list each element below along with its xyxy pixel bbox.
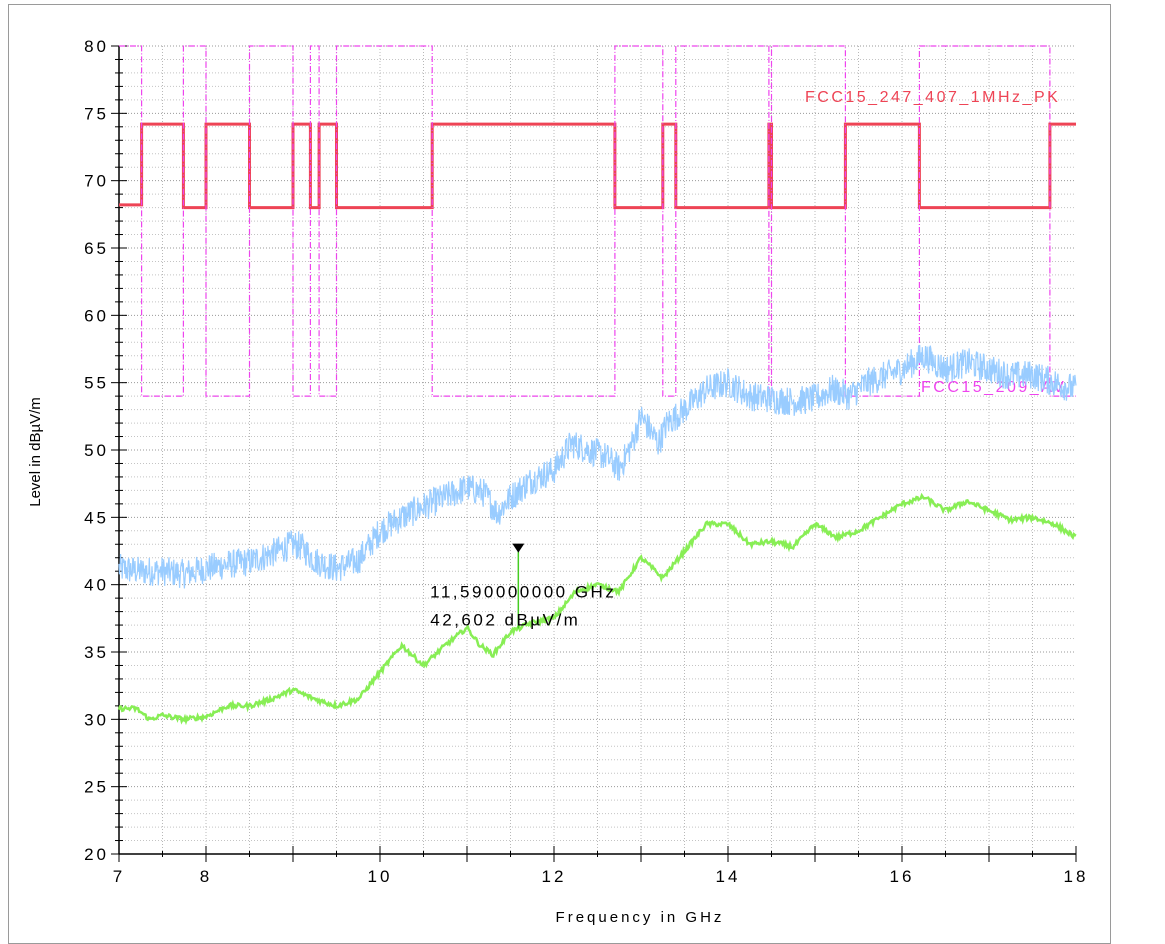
limit-label-av: FCC15_209_AV [921, 379, 1066, 396]
measurement-traces [117, 344, 1077, 726]
x-tick-label: 16 [890, 867, 915, 886]
y-tick-label: 40 [84, 576, 109, 595]
chart-frame [8, 4, 1111, 944]
y-tick-label: 60 [84, 306, 109, 325]
y-tick-label: 50 [84, 441, 109, 460]
y-tick-label: 55 [84, 374, 109, 393]
average-trace [117, 492, 1077, 726]
x-tick-label: 10 [368, 867, 393, 886]
x-tick-label: 8 [200, 867, 212, 886]
marker-level-label: 42,602 dBµV/m [430, 611, 580, 630]
x-tick-label: 18 [1064, 867, 1089, 886]
peak-trace [118, 344, 1077, 589]
limit-lines: FCC15_247_407_1MHz_PK FCC15_209_AV [119, 45, 1076, 397]
y-tick-label: 30 [84, 710, 109, 729]
grid-lines [119, 45, 1076, 854]
x-axis-label: Frequency in GHz [556, 909, 725, 926]
limit-line [119, 45, 1076, 397]
y-tick-label: 70 [84, 172, 109, 191]
x-tick-label: 7 [113, 867, 125, 886]
x-tick-label: 14 [716, 867, 741, 886]
x-tick-label: 12 [542, 867, 567, 886]
y-tick-label: 65 [84, 239, 109, 258]
y-tick-label: 25 [84, 778, 109, 797]
marker-frequency-label: 11,590000000 GHz [430, 583, 616, 602]
limit-label-pk: FCC15_247_407_1MHz_PK [805, 89, 1060, 106]
y-tick-label: 35 [84, 643, 109, 662]
y-tick-label: 45 [84, 508, 109, 527]
y-axis-label: Level in dBµV/m [27, 397, 44, 507]
peak-marker: 11,590000000 GHz 42,602 dBµV/m [430, 543, 616, 630]
marker-triangle-icon [512, 543, 525, 553]
y-tick-label: 20 [84, 845, 109, 864]
y-tick-label: 75 [84, 104, 109, 123]
y-tick-label: 80 [84, 37, 109, 56]
axes: 20 25 30 35 40 45 50 55 60 65 70 75 80 7 8 10 12 14 16 18 [84, 37, 1089, 886]
